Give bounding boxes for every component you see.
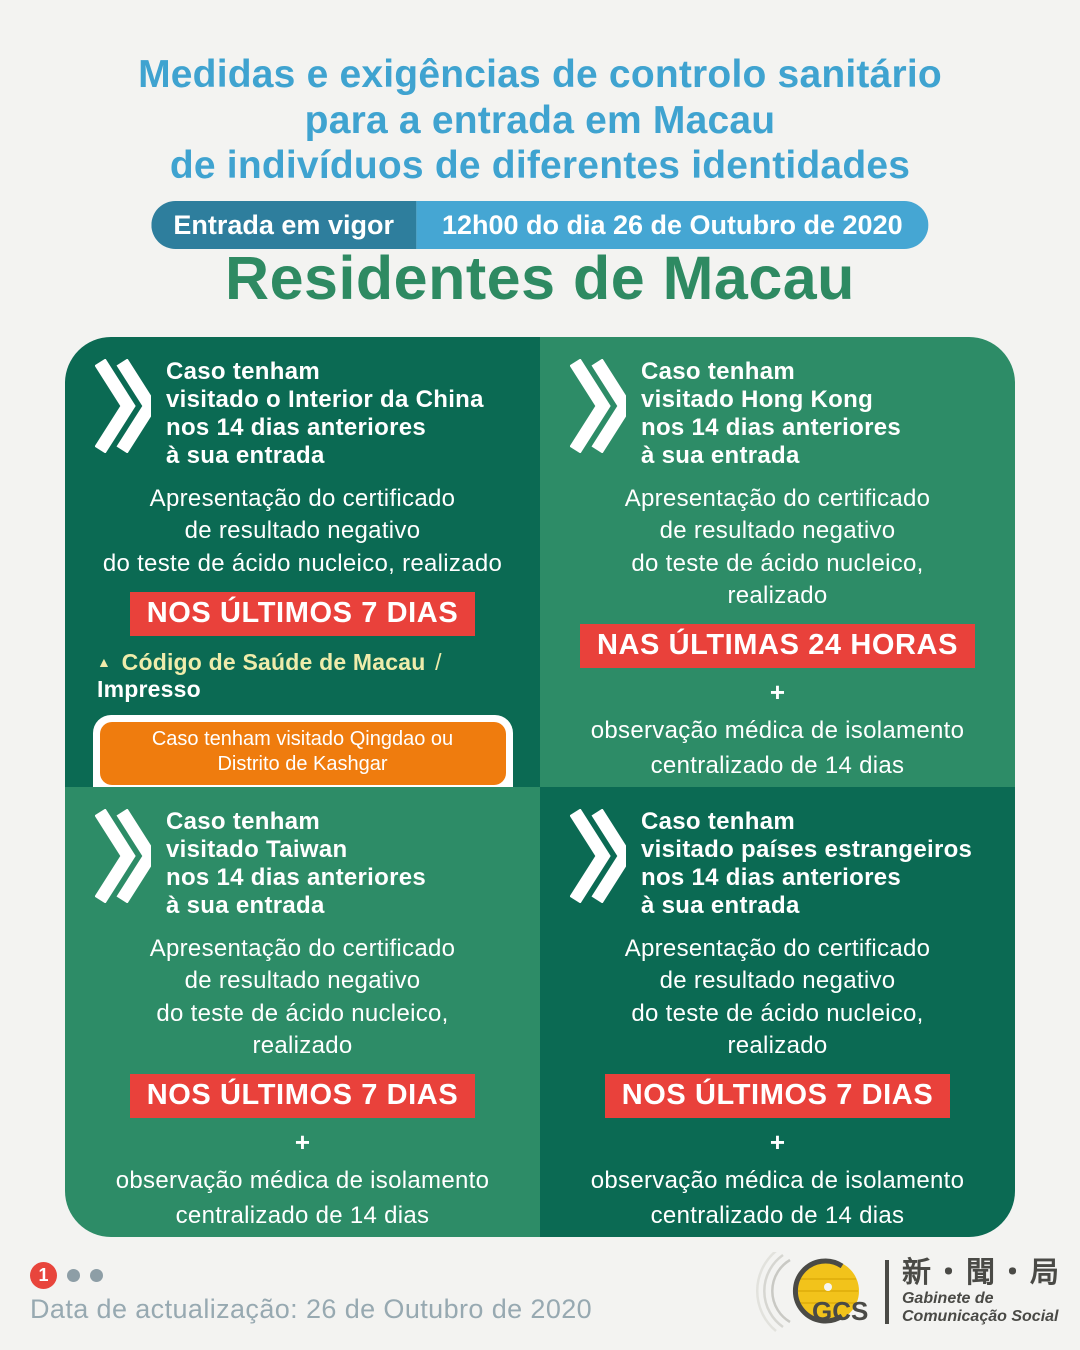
requirement-line: Apresentação do certificado — [149, 935, 456, 963]
requirement-line: de resultado negativo — [659, 967, 896, 995]
page-dot-current: 1 — [30, 1262, 57, 1289]
page-title-line: Medidas e exigências de controlo sanitár… — [138, 53, 942, 96]
gcs-logo-mark: GCS — [755, 1252, 868, 1332]
card-title-line: nos 14 dias anteriores — [641, 414, 902, 442]
requirement-line: do teste de ácido nucleico, — [156, 999, 449, 1027]
requirement-line: do teste de ácido nucleico, — [631, 999, 924, 1027]
requirement-line: do teste de ácido nucleico, — [631, 549, 924, 577]
card-hong-kong: Caso tenham visitado Hong Kong nos 14 di… — [540, 337, 1015, 787]
logo-portuguese-name-line1: Gabinete de — [901, 1289, 994, 1307]
card-title-line: nos 14 dias anteriores — [166, 864, 427, 892]
slash-separator: / — [435, 648, 442, 675]
card-header: Caso tenham visitado Hong Kong nos 14 di… — [569, 357, 902, 470]
logo-portuguese-name-line2: Comunicação Social — [901, 1307, 1059, 1325]
deadline-badge: NAS ÚLTIMAS 24 HORAS — [579, 623, 976, 668]
isolation-line: observação médica de isolamento — [590, 1166, 965, 1194]
isolation-line: observação médica de isolamento — [590, 716, 965, 744]
requirement-line: do teste de ácido nucleico, realizado — [102, 549, 503, 577]
isolation-line: centralizado de 14 dias — [175, 1201, 430, 1229]
requirement-line: de resultado negativo — [659, 517, 896, 545]
card-title-line: à sua entrada — [641, 442, 800, 470]
logo-divider — [884, 1260, 889, 1324]
plus-sign: + — [769, 1126, 786, 1157]
card-taiwan: Caso tenham visitado Taiwan nos 14 dias … — [65, 787, 540, 1237]
card-title-line: visitado Taiwan — [166, 836, 348, 864]
deadline-badge: NOS ÚLTIMOS 7 DIAS — [129, 1073, 476, 1118]
double-chevron-icon — [94, 358, 158, 470]
card-title-line: nos 14 dias anteriores — [166, 414, 427, 442]
isolation-note: observação médica de isolamento centrali… — [116, 1164, 490, 1234]
card-requirement-text: Apresentação do certificado de resultado… — [625, 933, 931, 1062]
update-date: Data de actualização: 26 de Outubro de 2… — [30, 1294, 593, 1324]
card-title-line: Caso tenham — [641, 358, 796, 385]
requirement-line: realizado — [252, 1031, 353, 1059]
deadline-badge: NOS ÚLTIMOS 7 DIAS — [129, 591, 476, 636]
isolation-line: observação médica de isolamento — [115, 1166, 490, 1194]
double-chevron-icon — [94, 808, 158, 920]
requirement-line: realizado — [727, 581, 828, 609]
page-title-line: de indivíduos de diferentes identidades — [169, 144, 911, 188]
effective-date-banner: Entrada em vigor 12h00 do dia 26 de Outu… — [151, 201, 929, 249]
plus-sign: + — [294, 1126, 311, 1157]
section-title: Residentes de Macau — [225, 244, 855, 312]
card-title-line: Caso tenham — [166, 808, 321, 835]
requirement-line: Apresentação do certificado — [624, 935, 931, 963]
requirement-line: Apresentação do certificado — [149, 485, 456, 513]
double-chevron-icon — [569, 358, 633, 470]
card-title-line: à sua entrada — [641, 892, 800, 920]
double-chevron-icon — [569, 808, 633, 920]
isolation-note: observação médica de isolamento centrali… — [591, 1164, 965, 1234]
card-title-line: visitado países estrangeiros — [641, 836, 973, 864]
card-requirement-text: Apresentação do certificado de resultado… — [103, 483, 502, 579]
page-title-line: para a entrada em Macau — [304, 98, 776, 142]
requirement-line: realizado — [727, 1031, 828, 1059]
card-requirement-text: Apresentação do certificado de resultado… — [150, 933, 456, 1062]
page-dot — [67, 1269, 80, 1282]
gcs-acronym: GCS — [812, 1296, 868, 1326]
health-code-alt: Impresso — [97, 675, 201, 702]
logo-text: 新‧聞‧局 Gabinete de Comunicação Social — [901, 1256, 1062, 1327]
isolation-line: centralizado de 14 dias — [650, 1201, 905, 1229]
triangle-icon: ▲ — [97, 653, 112, 670]
gcs-logo: GCS 新‧聞‧局 Gabinete de Comunicação Social — [746, 1252, 1062, 1332]
page-indicator: 1 — [30, 1262, 103, 1289]
isolation-line: centralizado de 14 dias — [650, 751, 905, 779]
health-code-label: Código de Saúde de Macau — [121, 648, 426, 675]
card-title-line: Caso tenham — [166, 358, 321, 385]
plus-sign: + — [769, 676, 786, 707]
card-header: Caso tenham visitado Taiwan nos 14 dias … — [94, 807, 427, 920]
card-title-line: visitado o Interior da China — [166, 386, 484, 414]
requirement-line: de resultado negativo — [184, 967, 421, 995]
requirement-line: Apresentação do certificado — [624, 485, 931, 513]
logo-chinese-name: 新‧聞‧局 — [901, 1256, 1062, 1289]
card-header: Caso tenham visitado países estrangeiros… — [569, 807, 973, 920]
card-title-line: Caso tenham — [641, 808, 796, 835]
card-title-line: à sua entrada — [166, 892, 325, 920]
card-title-line: nos 14 dias anteriores — [641, 864, 902, 892]
card-interior-china: Caso tenham visitado o Interior da China… — [65, 337, 540, 897]
page-title: Medidas e exigências de controlo sanitár… — [0, 52, 1080, 189]
effective-date-label: Entrada em vigor — [151, 201, 416, 249]
effective-date-value: 12h00 do dia 26 de Outubro de 2020 — [415, 201, 929, 249]
card-foreign-countries: Caso tenham visitado países estrangeiros… — [540, 787, 1015, 1237]
card-requirement-text: Apresentação do certificado de resultado… — [625, 483, 931, 612]
card-title-line: à sua entrada — [166, 442, 325, 470]
requirements-grid: Caso tenham visitado o Interior da China… — [65, 337, 1015, 1237]
card-header: Caso tenham visitado o Interior da China… — [94, 357, 484, 470]
card-title-line: visitado Hong Kong — [641, 386, 874, 414]
isolation-note: observação médica de isolamento centrali… — [591, 714, 965, 784]
box-header-line: Distrito de Kashgar — [217, 753, 388, 776]
deadline-badge: NOS ÚLTIMOS 7 DIAS — [604, 1073, 951, 1118]
requirement-line: de resultado negativo — [184, 517, 421, 545]
page-dot — [90, 1269, 103, 1282]
health-code-note: ▲ Código de Saúde de Macau / Impresso — [97, 649, 540, 703]
box-header-line: Caso tenham visitado Qingdao ou — [151, 727, 454, 750]
qingdao-kashgar-header: Caso tenham visitado Qingdao ou Distrito… — [99, 721, 506, 785]
